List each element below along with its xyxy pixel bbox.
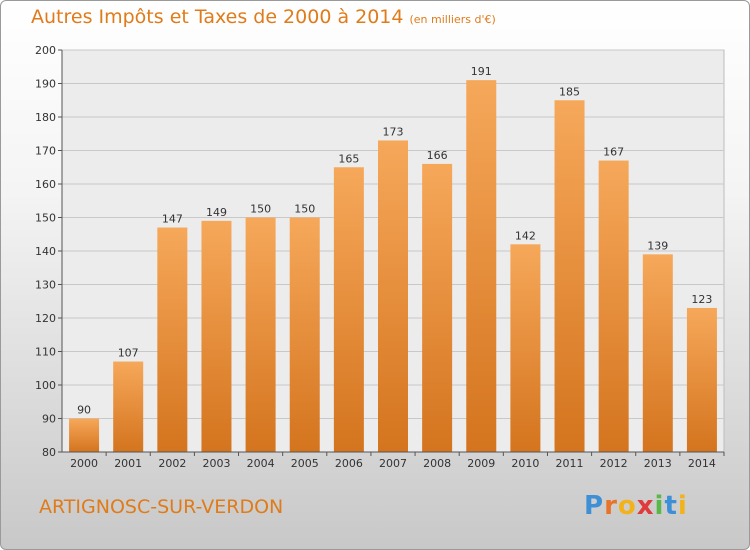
x-tick-label: 2011: [556, 457, 584, 470]
bar-2008: [422, 163, 453, 452]
y-tick-label: 160: [35, 178, 56, 191]
data-label: 191: [471, 65, 492, 78]
bar-2011: [554, 100, 585, 452]
x-tick-label: 2005: [291, 457, 319, 470]
y-tick-label: 140: [35, 245, 56, 258]
bar-2006: [333, 167, 364, 452]
x-tick-label: 2004: [247, 457, 275, 470]
x-tick-label: 2000: [70, 457, 98, 470]
commune-name: ARTIGNOSC-SUR-VERDON: [39, 496, 284, 518]
data-label: 147: [162, 213, 183, 226]
x-tick-label: 2002: [158, 457, 186, 470]
data-label: 139: [647, 239, 668, 252]
data-label: 165: [338, 152, 359, 165]
data-label: 150: [294, 203, 315, 216]
x-tick-label: 2013: [644, 457, 672, 470]
x-tick-label: 2009: [467, 457, 495, 470]
data-label: 149: [206, 206, 227, 219]
x-tick-label: 2006: [335, 457, 363, 470]
logo-letter: P: [584, 491, 605, 521]
logo-letter: o: [617, 491, 637, 521]
bar-2014: [686, 307, 717, 452]
data-label: 90: [77, 404, 91, 417]
logo-letter: x: [636, 491, 655, 521]
title-line: Autres Impôts et Taxes de 2000 à 2014 (en…: [31, 6, 496, 28]
y-tick-label: 110: [35, 346, 56, 359]
bar-2001: [113, 361, 144, 452]
bar-2005: [289, 217, 320, 452]
data-label: 185: [559, 85, 580, 98]
y-tick-label: 90: [42, 413, 56, 426]
proxiti-logo: Proxiti: [584, 491, 688, 521]
y-tick-label: 200: [35, 44, 56, 57]
bar-2009: [466, 80, 497, 453]
bar-2010: [510, 244, 541, 452]
data-label: 167: [603, 146, 624, 159]
x-tick-label: 2010: [511, 457, 539, 470]
x-tick-label: 2007: [379, 457, 407, 470]
y-tick-label: 150: [35, 212, 56, 225]
y-tick-label: 190: [35, 78, 56, 91]
bar-2013: [642, 254, 673, 452]
x-tick-label: 2014: [688, 457, 716, 470]
y-tick-label: 170: [35, 145, 56, 158]
data-label: 173: [383, 125, 404, 138]
x-tick-label: 2012: [600, 457, 628, 470]
logo-letter: i: [677, 491, 688, 521]
bar-2007: [378, 140, 408, 452]
y-tick-label: 80: [42, 446, 56, 459]
data-label: 150: [250, 203, 271, 216]
data-label: 142: [515, 229, 536, 242]
bar-2002: [157, 227, 188, 452]
bar-2003: [201, 220, 232, 452]
chart-subtitle: (en milliers d'€): [409, 13, 496, 26]
data-label: 123: [691, 293, 712, 306]
y-tick-label: 100: [35, 379, 56, 392]
data-label: 166: [427, 149, 448, 162]
y-tick-label: 120: [35, 312, 56, 325]
x-tick-label: 2003: [202, 457, 230, 470]
logo-letter: i: [654, 491, 665, 521]
data-label: 107: [118, 347, 139, 360]
bar-2000: [69, 418, 100, 452]
bar-2012: [598, 160, 629, 453]
y-tick-label: 130: [35, 279, 56, 292]
chart-title: Autres Impôts et Taxes de 2000 à 2014: [31, 6, 404, 28]
logo-letter: r: [604, 491, 618, 521]
x-tick-label: 2001: [114, 457, 142, 470]
logo-letter: t: [664, 491, 678, 521]
x-tick-label: 2008: [423, 457, 451, 470]
bar-2004: [245, 217, 276, 452]
y-tick-label: 180: [35, 111, 56, 124]
